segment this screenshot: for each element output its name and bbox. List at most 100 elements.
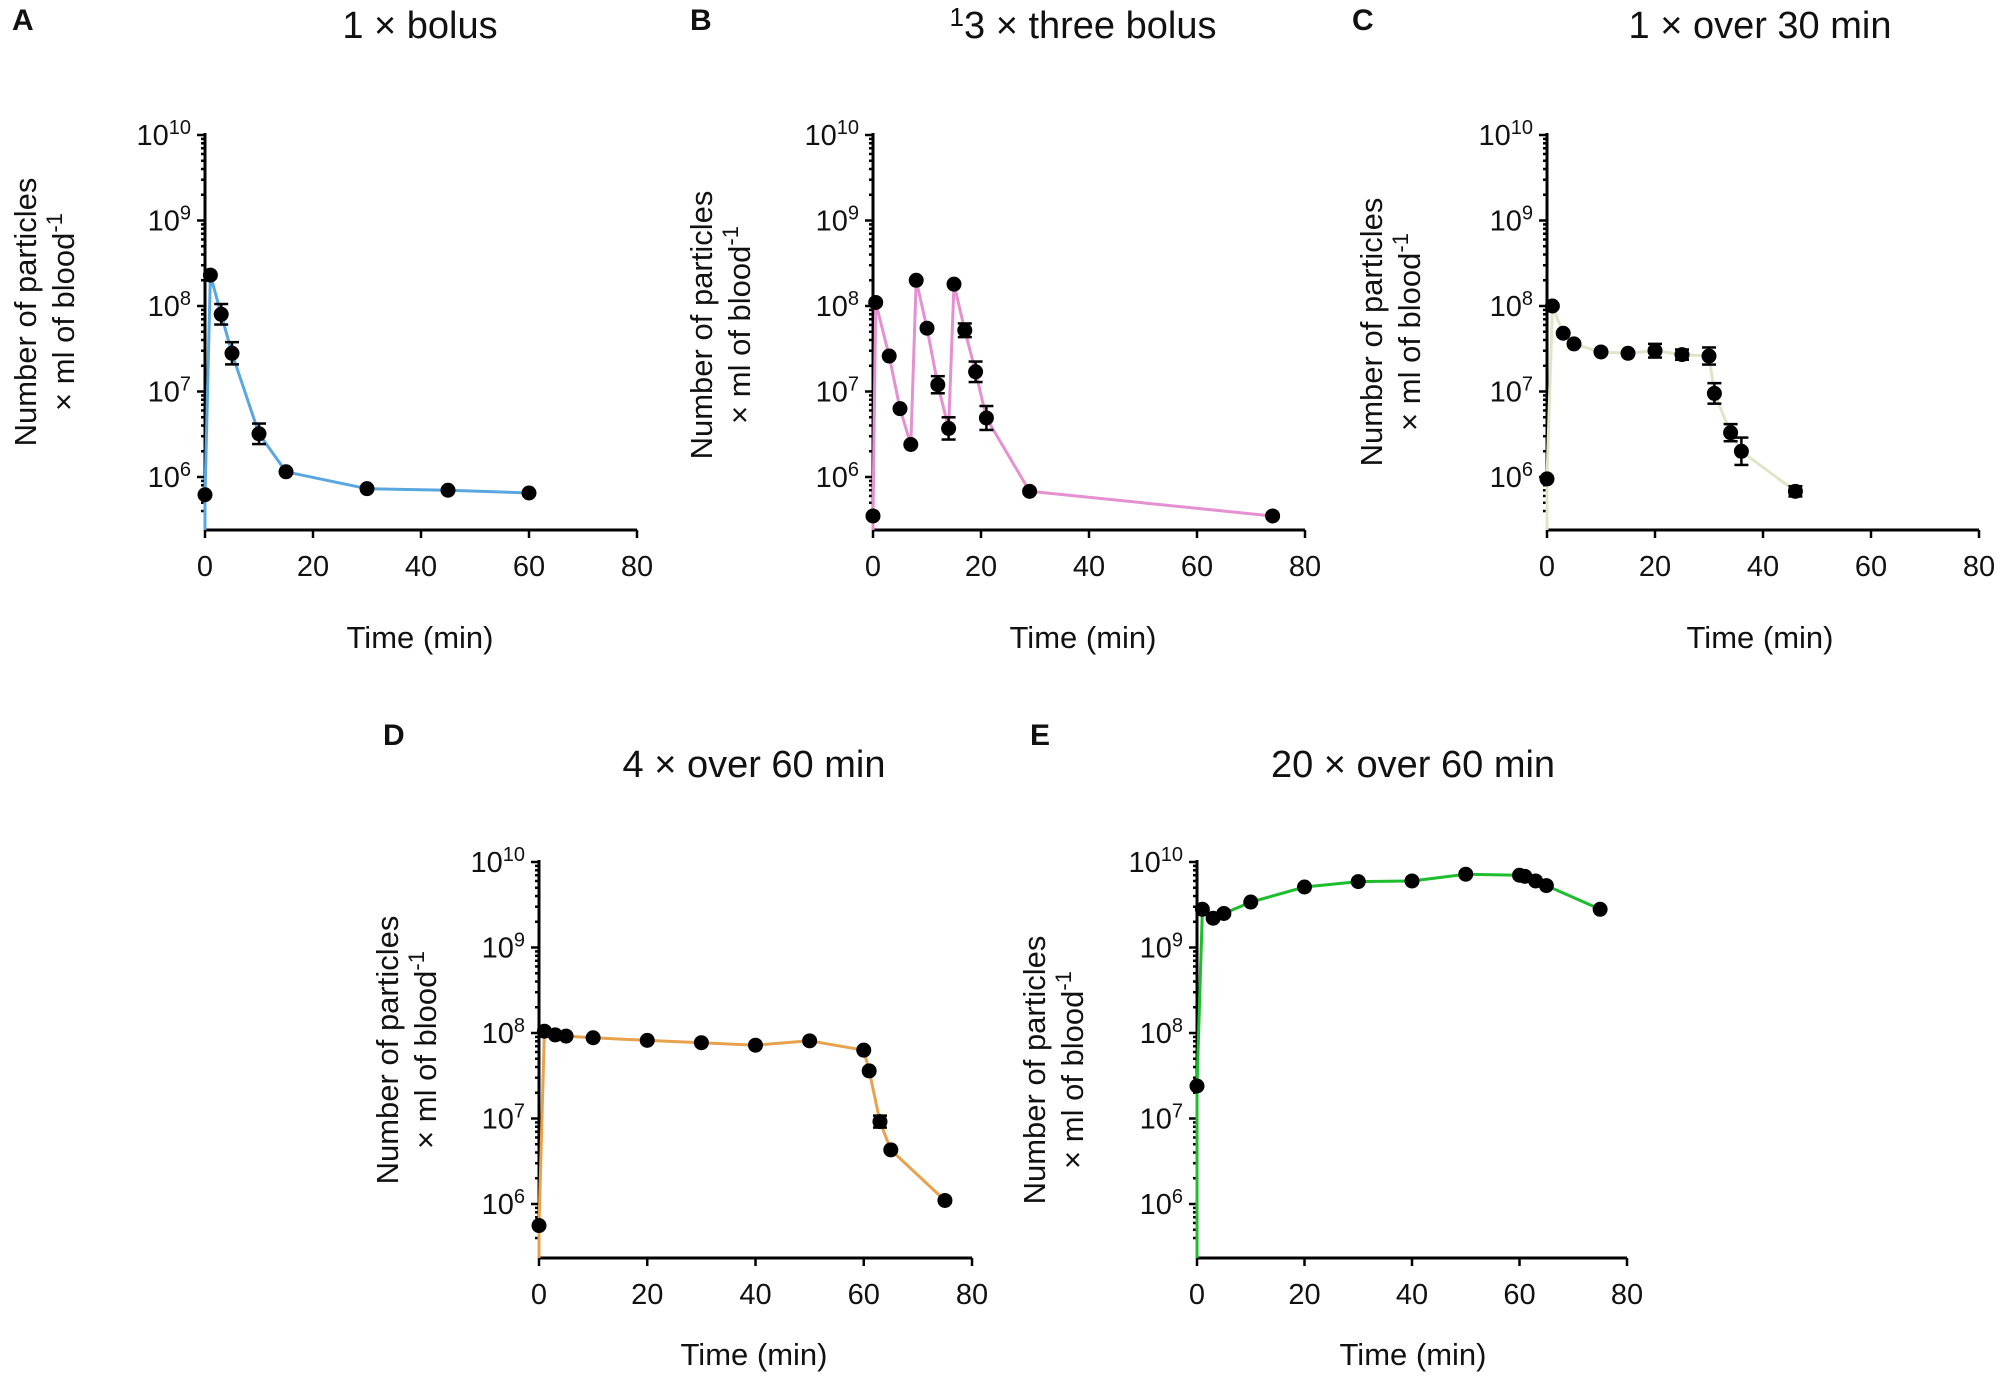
y-tick-label: 107 bbox=[1140, 1101, 1183, 1136]
data-point bbox=[521, 485, 537, 501]
x-tick-label: 20 bbox=[1288, 1279, 1320, 1311]
y-axis-label-line2: × ml of blood-1 bbox=[1388, 233, 1427, 431]
data-point bbox=[1216, 905, 1232, 921]
y-axis-label-line2: × ml of blood-1 bbox=[42, 213, 81, 411]
data-point bbox=[872, 1114, 888, 1130]
y-tick-label: 108 bbox=[1140, 1015, 1183, 1050]
y-tick-label: 109 bbox=[482, 930, 525, 965]
x-axis-label: Time (min) bbox=[1340, 1337, 1487, 1372]
y-tick-label: 106 bbox=[816, 459, 859, 494]
data-point bbox=[1539, 471, 1555, 487]
data-point bbox=[937, 1192, 953, 1208]
data-point bbox=[1787, 483, 1803, 499]
data-point bbox=[868, 294, 884, 310]
data-point bbox=[903, 436, 919, 452]
data-point bbox=[856, 1042, 872, 1058]
y-tick-label: 1010 bbox=[1478, 117, 1533, 152]
y-axis-label-line1: Number of particles bbox=[684, 191, 719, 460]
x-tick-label: 40 bbox=[1396, 1279, 1428, 1311]
y-tick-label: 107 bbox=[482, 1101, 525, 1136]
y-tick-label: 1010 bbox=[470, 844, 525, 879]
panel-label: A bbox=[12, 4, 34, 37]
data-point bbox=[547, 1027, 563, 1043]
data-point bbox=[978, 410, 994, 426]
panel-d: D 4 × over 60 min Number of particles × … bbox=[370, 719, 988, 1372]
x-tick-label: 0 bbox=[865, 551, 881, 583]
data-point bbox=[1189, 1078, 1205, 1094]
data-point bbox=[1243, 894, 1259, 910]
x-tick-label: 80 bbox=[1963, 551, 1995, 583]
x-tick-label: 40 bbox=[739, 1279, 771, 1311]
y-axis-label-line2: × ml of blood-1 bbox=[1051, 971, 1090, 1169]
data-point bbox=[1458, 866, 1474, 882]
x-tick-label: 0 bbox=[1189, 1279, 1205, 1311]
data-point bbox=[1022, 483, 1038, 499]
x-axis-label: Time (min) bbox=[1687, 620, 1834, 655]
data-point bbox=[919, 320, 935, 336]
data-point bbox=[1674, 347, 1690, 363]
data-point bbox=[440, 482, 456, 498]
data-point bbox=[585, 1030, 601, 1046]
x-tick-label: 80 bbox=[621, 551, 653, 583]
data-point bbox=[1592, 901, 1608, 917]
data-point bbox=[957, 322, 973, 338]
data-point bbox=[213, 306, 229, 322]
plot-area: 106 107 108 109 1010 0 20 40 60 80 bbox=[1128, 844, 1643, 1311]
data-point bbox=[968, 364, 984, 380]
x-tick-label: 80 bbox=[956, 1279, 988, 1311]
x-tick-label: 0 bbox=[531, 1279, 547, 1311]
y-tick-label: 109 bbox=[148, 203, 191, 238]
plot-area: 106 107 108 109 1010 0 20 40 60 80 bbox=[1478, 117, 1995, 583]
data-point bbox=[861, 1063, 877, 1079]
y-tick-label: 108 bbox=[148, 288, 191, 323]
data-point bbox=[1620, 345, 1636, 361]
x-axis-label: Time (min) bbox=[347, 620, 494, 655]
y-axis-label-line1: Number of particles bbox=[1354, 198, 1389, 467]
panel-label: B bbox=[690, 4, 712, 37]
data-point bbox=[941, 420, 957, 436]
y-tick-label: 107 bbox=[1490, 374, 1533, 409]
y-axis-label-line1: Number of particles bbox=[370, 916, 405, 1185]
panel-title: 20 × over 60 min bbox=[1271, 744, 1555, 786]
y-tick-label: 108 bbox=[482, 1015, 525, 1050]
data-point bbox=[908, 272, 924, 288]
x-tick-label: 40 bbox=[405, 551, 437, 583]
data-point bbox=[359, 481, 375, 497]
y-tick-label: 107 bbox=[816, 374, 859, 409]
data-point bbox=[693, 1035, 709, 1051]
data-point bbox=[883, 1142, 899, 1158]
data-point bbox=[224, 345, 240, 361]
data-point bbox=[202, 267, 218, 283]
panel-e: E 20 × over 60 min Number of particles ×… bbox=[1017, 719, 1643, 1372]
plot-area: 106 107 108 109 1010 0 20 40 60 80 bbox=[136, 117, 653, 583]
x-tick-label: 0 bbox=[197, 551, 213, 583]
data-point bbox=[1350, 874, 1366, 890]
data-point bbox=[1706, 385, 1722, 401]
data-point bbox=[1297, 879, 1312, 895]
data-point bbox=[558, 1028, 574, 1044]
data-point bbox=[1265, 508, 1281, 524]
data-point bbox=[946, 276, 962, 292]
panel-c: C 1 × over 30 min Number of particles × … bbox=[1352, 4, 1995, 655]
series-line bbox=[871, 278, 1273, 530]
data-point bbox=[930, 377, 946, 393]
panel-b: B 13 × three bolus Number of particles ×… bbox=[684, 2, 1321, 655]
series-line bbox=[1195, 872, 1601, 1258]
x-tick-label: 80 bbox=[1289, 551, 1321, 583]
data-point bbox=[197, 487, 213, 503]
y-axis-label-line1: Number of particles bbox=[1017, 936, 1052, 1205]
y-tick-label: 106 bbox=[1490, 459, 1533, 494]
series-line bbox=[537, 1029, 946, 1258]
data-point bbox=[531, 1218, 547, 1234]
x-tick-label: 40 bbox=[1747, 551, 1779, 583]
panel-a: A 1 × bolus Number of particles × ml of … bbox=[8, 4, 653, 655]
x-tick-label: 60 bbox=[848, 1279, 880, 1311]
panel-title: 1 × bolus bbox=[342, 5, 497, 47]
data-point bbox=[1647, 343, 1663, 359]
data-point bbox=[892, 401, 908, 417]
y-tick-label: 109 bbox=[1490, 203, 1533, 238]
y-tick-label: 1010 bbox=[804, 117, 859, 152]
data-point bbox=[1404, 873, 1420, 889]
panel-label: D bbox=[383, 719, 405, 752]
